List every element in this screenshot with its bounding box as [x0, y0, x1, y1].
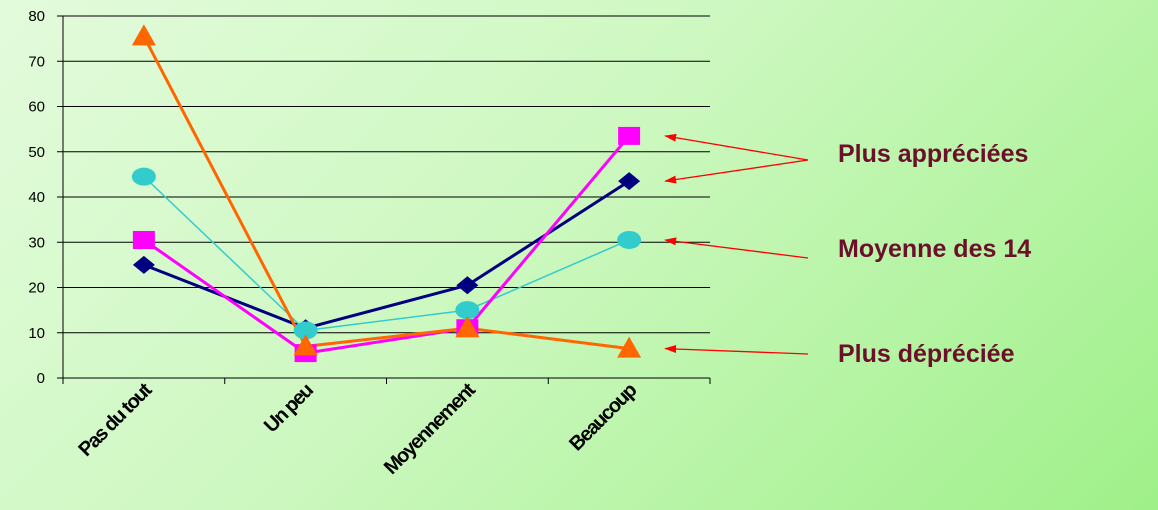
y-tick-label-50: 50: [28, 144, 45, 161]
y-tick-label-30: 30: [28, 234, 45, 251]
point-series-3-3: [617, 336, 642, 358]
x-tick-label-0: Pas du tout: [75, 379, 157, 461]
point-series-3-1: [293, 334, 318, 356]
x-tick-label-1: Un peu: [260, 380, 317, 437]
annotation-arrow-0-0: [664, 133, 809, 161]
point-series-3-2: [455, 316, 480, 338]
series-line-1: [143, 176, 630, 332]
point-series-1-1: [293, 321, 318, 340]
series-line-2: [143, 134, 631, 355]
point-series-0-3: [618, 172, 641, 191]
y-tick-label-20: 20: [28, 280, 45, 297]
point-series-1-3: [617, 230, 642, 249]
annotation-moyenne-des-14: Moyenne des 14: [838, 235, 1032, 263]
annotation-arrow-1-0: [664, 237, 809, 259]
point-series-3-0: [131, 24, 156, 46]
point-series-0-2: [456, 276, 479, 295]
y-tick-label-70: 70: [28, 53, 45, 70]
series-line-0: [143, 179, 630, 330]
point-series-1-0: [131, 167, 156, 186]
point-series-2-0: [132, 230, 155, 249]
y-tick-label-10: 10: [28, 325, 45, 342]
annotation-plus-depreciee: Plus dépréciée: [838, 340, 1015, 368]
series-line-3: [142, 35, 630, 351]
y-tick-label-60: 60: [28, 99, 45, 116]
annotation-arrow-2-0: [664, 345, 809, 355]
y-tick-label-80: 80: [28, 8, 45, 25]
point-series-0-0: [132, 255, 155, 274]
x-tick-label-3: Beaucoup: [565, 379, 641, 455]
annotation-arrow-0-1: [664, 159, 809, 184]
annotation-plus-appreciees: Plus appréciées: [838, 140, 1029, 168]
point-series-2-3: [618, 126, 641, 145]
point-series-1-2: [455, 301, 480, 320]
x-tick-label-2: Moyennement: [380, 379, 480, 479]
y-tick-label-40: 40: [28, 189, 45, 206]
y-tick-label-0: 0: [37, 370, 45, 387]
